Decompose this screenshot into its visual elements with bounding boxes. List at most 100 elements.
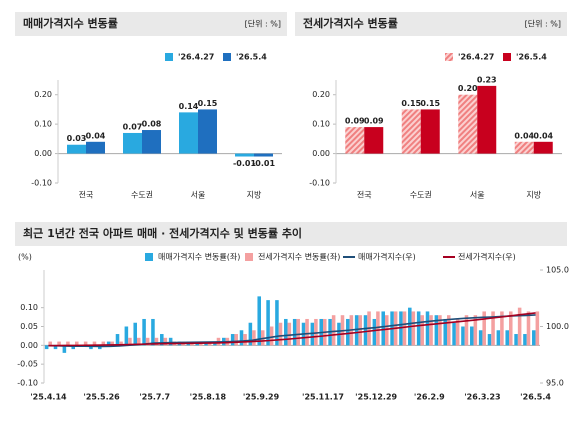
bar	[401, 109, 421, 154]
y2-tick-label: 95.0	[546, 379, 564, 388]
value-label: 0.15	[420, 99, 440, 108]
bar	[491, 311, 495, 346]
bar	[287, 322, 292, 346]
x-tick-label: '25.8.18	[190, 393, 227, 402]
bar	[305, 318, 309, 346]
y-tick-label: 0.10	[34, 120, 52, 129]
x-tick-label: '25.12.29	[355, 393, 397, 402]
bar	[296, 318, 300, 346]
y-tick-label: -0.10	[309, 179, 330, 188]
bar	[364, 127, 384, 154]
bar	[487, 334, 492, 346]
bar	[514, 141, 534, 154]
x-tick-label: 지방	[247, 190, 262, 200]
bar	[48, 341, 52, 346]
bar	[160, 334, 164, 346]
bar	[477, 85, 497, 154]
x-tick-label: 서울	[191, 191, 206, 200]
bar	[257, 296, 261, 346]
bar	[53, 345, 58, 350]
x-tick-label: 전국	[357, 190, 372, 200]
bar	[62, 345, 67, 353]
bar	[92, 341, 97, 346]
value-label: 0.08	[142, 120, 162, 129]
x-tick-label: '26.3.23	[464, 393, 500, 402]
bar	[230, 334, 235, 346]
chart-title: 매매가격지수 변동률	[23, 16, 118, 30]
bar	[535, 311, 540, 346]
x-tick-label: '26.5.4	[520, 393, 551, 402]
bar	[83, 341, 88, 346]
y-tick-label: 0.00	[34, 149, 52, 158]
bar	[385, 315, 389, 346]
bar	[254, 153, 273, 157]
x-tick-label: 수도권	[410, 190, 432, 200]
bar	[496, 330, 501, 346]
bar	[438, 315, 442, 346]
bar	[266, 300, 270, 346]
x-tick-label: '25.7.7	[139, 393, 170, 402]
bar	[411, 311, 416, 346]
chart-title: 전세가격지수 변동률	[303, 16, 398, 30]
bar	[137, 337, 141, 346]
bar	[429, 315, 433, 346]
bar	[71, 345, 75, 350]
y-tick-label: -0.05	[17, 360, 38, 369]
bar	[252, 330, 256, 346]
value-label: 0.04	[533, 131, 553, 140]
bar	[363, 315, 368, 346]
bar	[101, 341, 106, 346]
bar	[482, 311, 486, 346]
bar	[376, 311, 380, 346]
bar	[464, 315, 469, 346]
bar	[163, 337, 168, 346]
x-tick-label: '26.2.9	[414, 393, 445, 402]
line-series	[48, 312, 536, 347]
bar	[473, 315, 478, 346]
bar	[478, 330, 483, 346]
bar	[331, 315, 336, 346]
header-band	[15, 12, 287, 36]
legend-label: 전세가격지수 변동률(좌)	[258, 252, 340, 262]
x-tick-label: '25.4.14	[30, 393, 67, 402]
bar	[532, 330, 536, 346]
bar	[292, 318, 297, 346]
x-tick-label: 서울	[470, 191, 485, 200]
y-tick-label: 0.20	[34, 90, 52, 99]
value-label: -0.01	[252, 159, 275, 168]
bar	[133, 322, 137, 346]
bar	[420, 315, 424, 346]
bar	[345, 127, 365, 154]
bar	[533, 141, 553, 154]
bar	[500, 311, 504, 346]
bar	[98, 345, 102, 350]
legend-label: '26.4.27	[178, 53, 214, 62]
bar	[86, 141, 105, 154]
bar	[128, 337, 132, 346]
bar	[234, 334, 238, 346]
y-tick-label: 0.00	[312, 149, 330, 158]
bar	[269, 326, 274, 346]
x-tick-label: 지방	[526, 190, 541, 200]
header-band	[295, 12, 567, 36]
bar	[509, 311, 513, 346]
bar	[198, 109, 217, 154]
legend-label: 매매가격지수 변동률(좌)	[158, 252, 240, 262]
legend-label: 전세가격지수(우)	[458, 252, 516, 262]
x-tick-label: 전국	[79, 190, 94, 200]
value-label: -0.01	[233, 159, 256, 168]
bar	[66, 341, 70, 346]
bar	[447, 315, 451, 346]
unit-label: [단위 : %]	[525, 19, 561, 29]
legend-swatch	[165, 53, 173, 61]
legend-label: '26.5.4	[516, 53, 547, 62]
bar	[514, 334, 518, 346]
legend-label: 매매가격지수(우)	[358, 252, 416, 262]
x-tick-label: '25.11.17	[302, 393, 344, 402]
value-label: 0.03	[67, 134, 87, 143]
bar	[443, 318, 447, 346]
bar	[434, 315, 439, 346]
bar	[124, 326, 129, 346]
bar	[505, 330, 509, 346]
